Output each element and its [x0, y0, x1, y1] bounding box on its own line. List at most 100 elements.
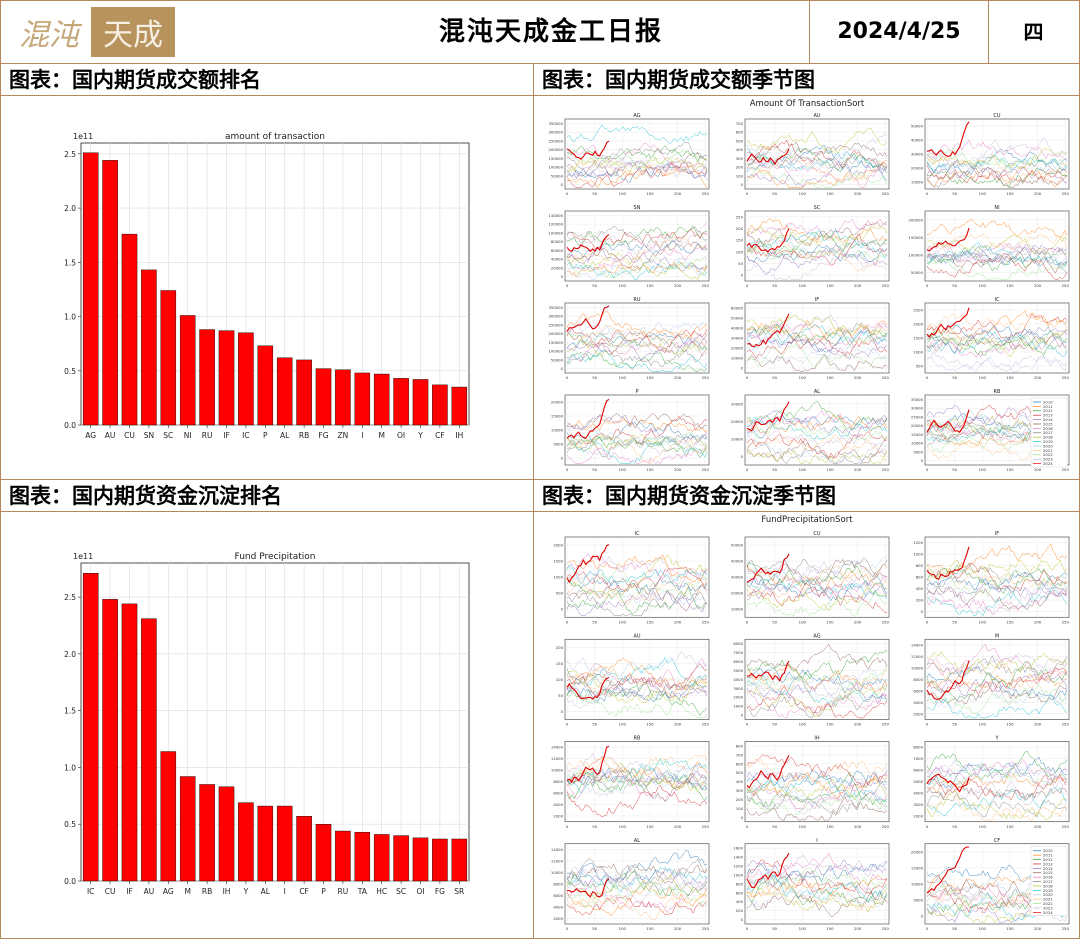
- subplot-x-tick-label: 150: [646, 375, 654, 380]
- seasonal-series-line: [926, 756, 1068, 789]
- seasonal-series-line: [926, 241, 1068, 264]
- subplot-y-tick-label: 500: [556, 591, 564, 596]
- subplot-y-tick-label: 40000: [911, 138, 924, 143]
- subplot-y-tick-label: 50000: [731, 316, 744, 321]
- subplot-x-tick-label: 150: [1006, 375, 1014, 380]
- subplot-y-tick-label: 5000: [553, 442, 563, 447]
- subplot-y-tick-label: 300000: [549, 130, 564, 135]
- y-exponent-label: 1e11: [73, 132, 93, 141]
- subplot-x-tick-label: 250: [702, 283, 710, 288]
- subplot-y-tick-label: 15000: [911, 432, 924, 437]
- seasonal-latest-line: [746, 553, 790, 583]
- seasonal-latest-line: [746, 852, 790, 889]
- legend-label: 2022: [1043, 452, 1053, 457]
- seasonal-series-line: [926, 233, 1068, 250]
- subplot-y-tick-label: 3000: [733, 686, 743, 691]
- seasonal-series-line: [746, 413, 888, 439]
- seasonal-subplot: IF 0 200 400 600 800 1000 1200 0 50 100 150 200 250: [913, 531, 1069, 624]
- subplot-x-tick-label: 200: [674, 926, 682, 931]
- legend-label: 2012: [1043, 857, 1053, 862]
- seasonal-latest-line: [566, 140, 610, 160]
- legend-label: 2013: [1043, 413, 1053, 418]
- subplot-y-tick-label: 4000: [553, 904, 563, 909]
- seasonal-series-line: [746, 564, 888, 592]
- subplot-y-tick-label: 20000: [911, 849, 924, 854]
- seasonal-subplot: AL 0 10000 20000 30000 0 50 100 150 200 250: [731, 389, 890, 472]
- subplot-y-tick-label: 7000: [913, 756, 923, 761]
- subplot-title: SN: [634, 205, 641, 211]
- subplot-x-tick-label: 250: [702, 191, 710, 196]
- bar: [315, 368, 332, 426]
- bar: [296, 816, 312, 882]
- plot-frame: [80, 562, 470, 882]
- subplot-y-tick-label: 400: [736, 147, 744, 152]
- seasonal-subplot: CF 0 5000 10000 15000 20000 0 50 100 150 200 250 201…: [911, 838, 1070, 931]
- seasonal-series-line: [926, 650, 1068, 674]
- subplot-x-tick-label: 50: [952, 467, 957, 472]
- x-tick-label: OI: [397, 431, 405, 440]
- legend-label: 2013: [1043, 861, 1053, 866]
- seasonal-series-line: [926, 336, 1068, 358]
- subplot-title: SC: [814, 205, 821, 211]
- seasonal-series-line: [746, 414, 888, 435]
- subplot-y-tick-label: 40000: [551, 257, 564, 262]
- subplot-x-tick-label: 200: [854, 824, 862, 829]
- subplot-y-tick-label: 0: [561, 366, 564, 371]
- seasonal-series-line: [746, 869, 888, 901]
- subplot-x-tick-label: 250: [882, 191, 890, 196]
- bar: [393, 835, 409, 882]
- seasonal-series-line: [746, 314, 888, 335]
- subplot-y-tick-label: 30000: [731, 336, 744, 341]
- seasonal-latest-line: [926, 121, 970, 157]
- y-tick-label: 1.5: [64, 258, 76, 267]
- seasonal-series-line: [926, 167, 1068, 189]
- subplot-title: M: [995, 633, 999, 639]
- subplot-frame: [744, 118, 890, 190]
- seasonal-series-line: [746, 321, 888, 346]
- subplot-y-tick-label: 2000: [553, 814, 563, 819]
- bar: [179, 776, 196, 882]
- subplot-y-tick-label: 60000: [551, 248, 564, 253]
- subplot-y-tick-label: 50000: [911, 124, 924, 129]
- subplot-y-tick-label: 200: [736, 165, 744, 170]
- subplot-y-tick-label: 1000: [733, 872, 743, 877]
- subplot-x-tick-label: 100: [979, 375, 987, 380]
- subplot-x-tick-label: 200: [1034, 191, 1042, 196]
- subplot-title: IH: [814, 736, 819, 742]
- seasonal-series-line: [926, 694, 1068, 719]
- seasonal-series-line: [926, 164, 1068, 184]
- seasonal-series-line: [566, 338, 708, 363]
- x-tick-label: M: [184, 887, 190, 896]
- x-tick-label: NI: [184, 431, 192, 440]
- seasonal-series-line: [746, 873, 888, 902]
- y-tick-label: 2.5: [64, 593, 76, 602]
- seasonal-latest-line: [746, 228, 790, 253]
- x-tick-label: AU: [144, 887, 155, 896]
- bar: [373, 373, 390, 426]
- seasonal-series-line: [566, 766, 708, 797]
- legend-label: 2021: [1043, 897, 1053, 902]
- seasonal-series-line: [566, 567, 707, 595]
- subplot-y-tick-label: 1600: [733, 846, 743, 851]
- subplot-y-tick-label: 2500: [913, 308, 923, 313]
- seasonal-series-line: [746, 560, 888, 587]
- report-title: 混沌天成金工日报: [438, 17, 663, 47]
- seasonal-series-line: [926, 673, 1068, 697]
- subplot-y-tick-label: 8000: [553, 881, 563, 886]
- subplot-y-tick-label: 8000: [733, 641, 743, 646]
- seasonal-series-line: [926, 139, 1068, 160]
- legend-label: 2018: [1043, 883, 1053, 888]
- seasonal-series-line: [566, 651, 708, 680]
- bar: [354, 831, 371, 882]
- seasonal-series-line: [566, 870, 708, 897]
- seasonal-series-line: [926, 571, 1068, 598]
- seasonal-series-line: [926, 218, 1068, 239]
- subplot-x-tick-label: 150: [1006, 722, 1014, 727]
- subplot-x-tick-label: 0: [746, 619, 749, 624]
- seasonal-series-line: [746, 852, 888, 891]
- seasonal-series-line: [746, 244, 888, 263]
- seasonal-series-line: [566, 156, 708, 173]
- subplot-x-tick-label: 150: [826, 722, 834, 727]
- seasonal-series-line: [926, 566, 1068, 588]
- x-tick-label: SC: [396, 887, 406, 896]
